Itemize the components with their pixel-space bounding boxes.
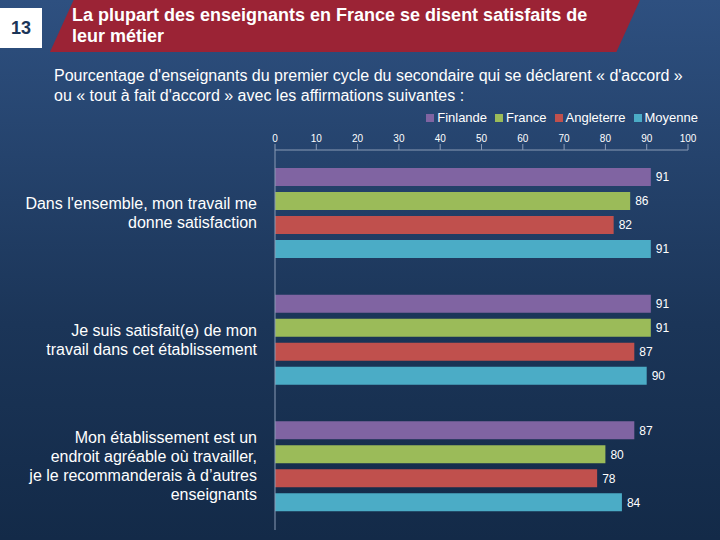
svg-text:84: 84: [627, 496, 641, 510]
svg-text:91: 91: [656, 321, 670, 335]
svg-text:20: 20: [352, 133, 364, 144]
html-text:Angleterre: Angleterre: [565, 110, 626, 125]
svg-text:30: 30: [393, 133, 405, 144]
html-text:La plupart des enseignants en: La plupart des enseignants en France se …: [72, 5, 588, 46]
svg-text:100: 100: [680, 133, 697, 144]
svg-text:87: 87: [639, 424, 653, 438]
svg-text:90: 90: [641, 133, 653, 144]
svg-text:90: 90: [652, 369, 666, 383]
svg-text:70: 70: [559, 133, 571, 144]
svg-text:40: 40: [435, 133, 447, 144]
svg-text:60: 60: [517, 133, 529, 144]
svg-text:86: 86: [635, 194, 649, 208]
svg-text:Mon établissement est unendroi: Mon établissement est unendroit agréable…: [28, 429, 257, 503]
svg-text:10: 10: [311, 133, 323, 144]
svg-text:91: 91: [656, 242, 670, 256]
svg-text:0: 0: [272, 133, 278, 144]
svg-text:80: 80: [610, 448, 624, 462]
html-text:Moyenne: Moyenne: [644, 110, 698, 125]
svg-text:91: 91: [656, 297, 670, 311]
html-text:France: France: [506, 110, 547, 125]
svg-text:50: 50: [476, 133, 488, 144]
svg-text:87: 87: [639, 345, 653, 359]
svg-text:78: 78: [602, 472, 616, 486]
html-text:13: 13: [11, 17, 31, 38]
svg-text:80: 80: [600, 133, 612, 144]
svg-text:82: 82: [619, 218, 633, 232]
svg-text:91: 91: [656, 170, 670, 184]
html-text:Finlande: Finlande: [437, 110, 488, 125]
svg-text:Je suis satisfait(e) de montra: Je suis satisfait(e) de montravail dans …: [46, 322, 257, 358]
html-text:Pourcentage d'enseignants du p: Pourcentage d'enseignants du premier cyc…: [54, 67, 683, 104]
svg-text:Dans l'ensemble, mon travail m: Dans l'ensemble, mon travail medonne sat…: [25, 195, 257, 231]
